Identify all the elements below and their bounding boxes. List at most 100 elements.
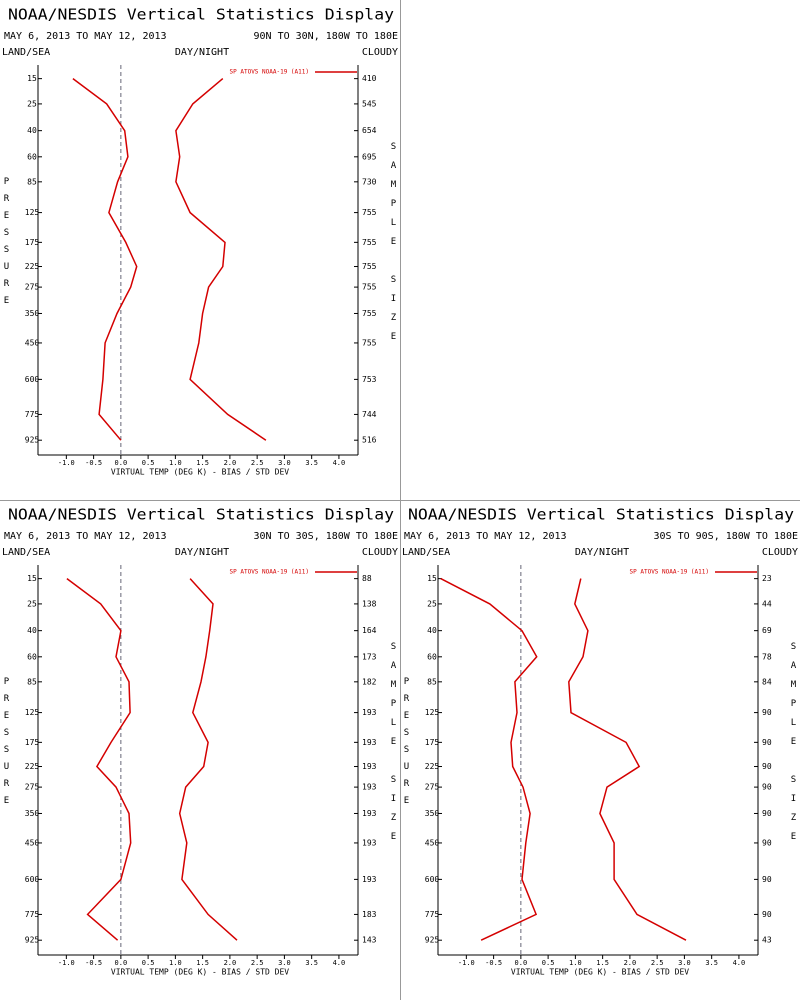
sample-size: 182 xyxy=(362,677,377,686)
sample-size: 183 xyxy=(362,910,377,919)
region: 30N TO 30S, 180W TO 180E xyxy=(254,531,399,542)
y-tick-label: 85 xyxy=(427,677,437,686)
sample-size: 90 xyxy=(762,910,772,919)
y-tick-label: 450 xyxy=(25,338,40,347)
y-tick-label: 450 xyxy=(425,838,440,847)
cloudy-label: CLOUDY xyxy=(362,547,398,558)
y-axis-label: PRESSURE xyxy=(2,677,12,813)
y-tick-label: 60 xyxy=(27,652,37,661)
sample-size: 143 xyxy=(362,936,377,945)
sample-size: 755 xyxy=(362,208,377,217)
x-tick-label: 3.5 xyxy=(305,959,318,967)
x-tick-label: 1.5 xyxy=(596,959,609,967)
y-tick-label: 275 xyxy=(25,283,40,292)
y-tick-label: 775 xyxy=(425,910,440,919)
x-tick-label: 0.5 xyxy=(142,459,155,467)
sample-size: 755 xyxy=(362,309,377,318)
y-tick-label: 600 xyxy=(425,875,440,884)
y-tick-label: 225 xyxy=(425,762,440,771)
x-tick-label: 1.0 xyxy=(569,959,582,967)
x-tick-label: -1.0 xyxy=(58,959,75,967)
sample-size: 193 xyxy=(362,809,377,818)
x-tick-label: -1.0 xyxy=(58,459,75,467)
y-tick-label: 85 xyxy=(27,177,37,186)
x-tick-label: 3.0 xyxy=(278,459,291,467)
std-dev-line xyxy=(568,578,687,941)
sample-size: 730 xyxy=(362,177,377,186)
y-tick-label: 175 xyxy=(425,738,440,747)
x-tick-label: 4.0 xyxy=(733,959,746,967)
x-tick-label: 0.0 xyxy=(115,459,128,467)
y-tick-label: 40 xyxy=(27,126,37,135)
y-tick-label: 350 xyxy=(425,809,440,818)
y-tick-label: 925 xyxy=(25,936,40,945)
y-axis-label: PRESSURE xyxy=(402,677,412,813)
panel-title: NOAA/NESDIS Vertical Statistics Display xyxy=(8,506,394,524)
region: 90N TO 30N, 180W TO 180E xyxy=(254,31,399,42)
sample-size: 755 xyxy=(362,262,377,271)
date-range: MAY 6, 2013 TO MAY 12, 2013 xyxy=(4,531,167,542)
x-tick-label: 2.5 xyxy=(251,459,264,467)
cloudy-label: CLOUDY xyxy=(762,547,798,558)
y-tick-label: 125 xyxy=(425,708,440,717)
x-tick-label: 1.5 xyxy=(196,959,209,967)
x-tick-label: 1.0 xyxy=(169,459,182,467)
y-tick-label: 85 xyxy=(27,677,37,686)
sample-size: 654 xyxy=(362,126,377,135)
x-tick-label: -0.5 xyxy=(485,959,502,967)
x-tick-label: 4.0 xyxy=(333,459,346,467)
x-tick-label: 0.0 xyxy=(115,959,128,967)
sample-size: 193 xyxy=(362,738,377,747)
sample-size: 90 xyxy=(762,875,772,884)
bias-line xyxy=(66,577,132,941)
x-tick-label: 1.5 xyxy=(196,459,209,467)
y-tick-label: 775 xyxy=(25,910,40,919)
sample-size: 755 xyxy=(362,238,377,247)
x-tick-label: 1.0 xyxy=(169,959,182,967)
y-tick-label: 60 xyxy=(27,152,37,161)
sample-size: 753 xyxy=(362,375,377,384)
y-tick-label: 600 xyxy=(25,375,40,384)
x-axis-label: VIRTUAL TEMP (DEG K) - BIAS / STD DEV xyxy=(511,968,689,977)
x-tick-label: 3.0 xyxy=(678,959,691,967)
x-tick-label: 2.5 xyxy=(651,959,664,967)
sample-size: 193 xyxy=(362,783,377,792)
y-tick-label: 225 xyxy=(25,262,40,271)
y2-axis-label: SAMPLE SIZE xyxy=(789,642,799,851)
y-tick-label: 25 xyxy=(27,99,37,108)
sample-size: 193 xyxy=(362,875,377,884)
panel: NOAA/NESDIS Vertical Statistics Display M… xyxy=(2,6,399,477)
y-tick-label: 15 xyxy=(27,74,37,83)
y-tick-label: 15 xyxy=(427,574,437,583)
land-sea-label: LAND/SEA xyxy=(402,547,450,558)
sample-size: 193 xyxy=(362,708,377,717)
y-tick-label: 25 xyxy=(427,599,437,608)
y-tick-label: 775 xyxy=(25,410,40,419)
panel: NOAA/NESDIS Vertical Statistics Display M… xyxy=(402,506,799,977)
legend-label: SP ATOVS NOAA-19 (A11) xyxy=(230,569,309,576)
sample-size: 44 xyxy=(762,599,772,608)
sample-size: 90 xyxy=(762,783,772,792)
y2-axis-label: SAMPLE SIZE xyxy=(389,142,399,351)
y-tick-label: 925 xyxy=(425,936,440,945)
x-axis-label: VIRTUAL TEMP (DEG K) - BIAS / STD DEV xyxy=(111,468,289,477)
sample-size: 164 xyxy=(362,626,377,635)
sample-size: 90 xyxy=(762,738,772,747)
sample-size: 410 xyxy=(362,74,377,83)
y-tick-label: 40 xyxy=(427,626,437,635)
y-tick-label: 125 xyxy=(25,208,40,217)
sample-size: 78 xyxy=(762,652,772,661)
y-tick-label: 350 xyxy=(25,809,40,818)
x-tick-label: 3.5 xyxy=(305,459,318,467)
sample-size: 755 xyxy=(362,283,377,292)
y-tick-label: 275 xyxy=(425,783,440,792)
y2-axis-label: SAMPLE SIZE xyxy=(389,642,399,851)
sample-size: 545 xyxy=(362,99,377,108)
y-tick-label: 175 xyxy=(25,738,40,747)
sample-size: 744 xyxy=(362,410,377,419)
y-tick-label: 275 xyxy=(25,783,40,792)
day-night-label: DAY/NIGHT xyxy=(575,547,629,558)
x-tick-label: 2.0 xyxy=(624,959,637,967)
